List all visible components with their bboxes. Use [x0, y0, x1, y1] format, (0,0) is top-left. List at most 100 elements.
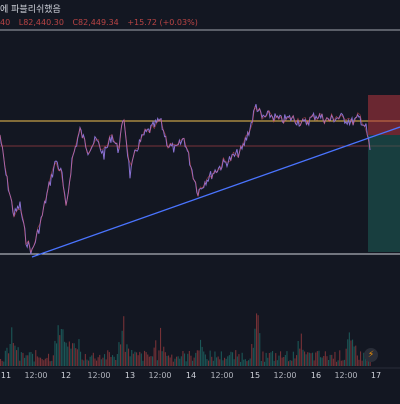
volume-bar [212, 360, 214, 366]
volume-bar [177, 356, 179, 366]
volume-bar [316, 351, 318, 366]
volume-bar [270, 352, 272, 366]
volume-bar [326, 356, 328, 366]
volume-bar [260, 361, 262, 366]
volume-bar [155, 340, 157, 366]
volume-bar [235, 350, 237, 366]
volume-bar [228, 355, 230, 366]
volume-bar [185, 361, 187, 366]
volume-bar [144, 350, 146, 366]
volume-bar [302, 349, 304, 366]
volume-bar [134, 351, 136, 366]
volume-bar [65, 342, 67, 366]
volume-bar [184, 353, 186, 366]
time-axis[interactable]: 11 12:00 12 12:00 13 12:00 14 12:00 15 12:00 16 12:… [1, 371, 381, 380]
volume-bar [281, 357, 283, 366]
volume-bar [20, 352, 22, 366]
volume-bar [108, 352, 110, 366]
volume-bar [241, 352, 243, 366]
volume-bar [308, 352, 310, 366]
volume-bar [176, 356, 178, 366]
volume-bar [278, 355, 280, 366]
volume-bar [350, 340, 352, 366]
time-axis-label: 14 [186, 371, 196, 380]
volume-bar [182, 351, 184, 366]
volume-bar [22, 352, 24, 366]
volume-bar [204, 354, 206, 366]
volume-bar [334, 351, 336, 366]
volume-bar [315, 352, 317, 366]
volume-bar [81, 359, 83, 366]
volume-bar [94, 358, 96, 366]
volume-bar [60, 329, 62, 366]
volume-bar [158, 350, 160, 366]
volume-bar [211, 356, 213, 366]
volume-bar [366, 360, 368, 366]
volume-bar [251, 344, 253, 366]
volume-bar [273, 360, 275, 366]
volume-bar [220, 351, 222, 366]
volume-bar [73, 343, 75, 366]
volume-bar [292, 351, 294, 366]
volume-bar [59, 335, 61, 366]
lightning-icon[interactable]: ⚡ [364, 348, 378, 362]
volume-bar [337, 360, 339, 366]
volume-bar [112, 355, 114, 366]
volume-bar [195, 352, 197, 366]
volume-bars [0, 313, 371, 367]
volume-bar [171, 354, 173, 366]
volume-bar [44, 358, 46, 366]
volume-bar [145, 352, 147, 366]
time-axis-label: 12:00 [24, 371, 47, 380]
volume-bar [49, 361, 51, 366]
time-axis-label: 12:00 [148, 371, 171, 380]
volume-bar [265, 352, 267, 366]
volume-bar [219, 359, 221, 366]
volume-bar [267, 357, 269, 366]
volume-bar [136, 352, 138, 366]
volume-bar [131, 350, 133, 366]
time-axis-label: 13 [125, 371, 135, 380]
volume-bar [84, 354, 86, 366]
ascending-trendline[interactable] [31, 126, 400, 258]
volume-bar [283, 357, 285, 366]
volume-bar [124, 351, 126, 366]
volume-bar [24, 357, 26, 366]
volume-bar [100, 359, 102, 366]
volume-bar [280, 351, 282, 366]
volume-bar [128, 348, 130, 366]
volume-bar [238, 354, 240, 366]
volume-bar [27, 355, 29, 366]
volume-bar [107, 350, 109, 366]
volume-bar [75, 348, 77, 366]
volume-bar [121, 330, 123, 366]
short-position-target-zone[interactable] [368, 135, 400, 252]
volume-bar [288, 361, 290, 366]
volume-bar [80, 351, 82, 366]
volume-bar [9, 344, 11, 366]
volume-bar [40, 357, 42, 366]
volume-bar [99, 354, 101, 366]
volume-bar [310, 353, 312, 366]
volume-bar [348, 332, 350, 366]
volume-bar [41, 359, 43, 366]
volume-bar [307, 352, 309, 366]
volume-bar [160, 327, 162, 366]
volume-bar [88, 360, 90, 366]
volume-bar [105, 359, 107, 366]
volume-bar [11, 327, 13, 366]
volume-bar [36, 356, 38, 366]
time-axis-label: 12:00 [334, 371, 357, 380]
volume-bar [289, 360, 291, 366]
time-axis-label: 11 [1, 371, 11, 380]
volume-bar [243, 359, 245, 366]
volume-bar [356, 355, 358, 366]
volume-bar [150, 356, 152, 366]
volume-bar [227, 356, 229, 366]
volume-bar [347, 339, 349, 366]
volume-bar [126, 344, 128, 366]
volume-bar [3, 361, 5, 366]
volume-bar [200, 339, 202, 366]
